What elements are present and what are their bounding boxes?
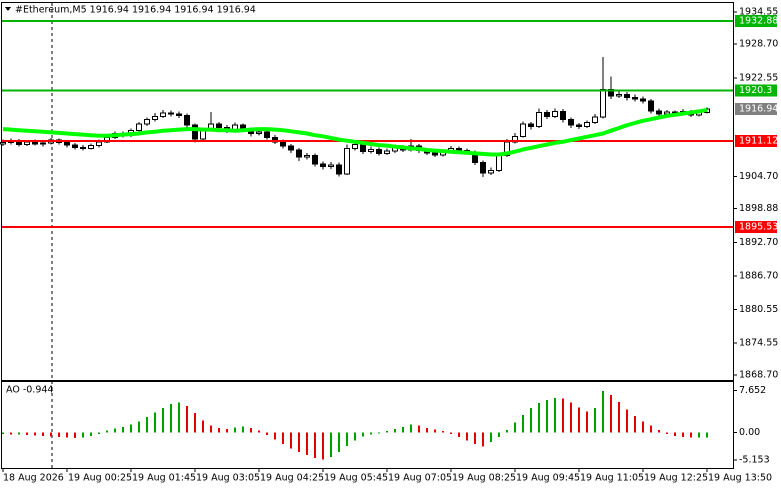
- x-tick-label: 19 Aug 00:25: [68, 473, 132, 484]
- candle-body: [64, 141, 70, 146]
- candle-body: [40, 142, 46, 145]
- candle-body: [592, 116, 598, 123]
- candle-body: [432, 152, 438, 156]
- candle-body: [488, 169, 494, 174]
- candle-body: [552, 110, 558, 117]
- level-label: 1920.3: [739, 85, 772, 96]
- level-label: 1895.53: [739, 222, 778, 233]
- candle-body: [328, 164, 334, 168]
- candle-body: [544, 112, 550, 117]
- candle-body: [72, 144, 78, 148]
- candle-body: [216, 123, 222, 128]
- candle-body: [616, 93, 622, 97]
- candle-body: [584, 121, 590, 127]
- candle-body: [160, 112, 166, 117]
- x-tick-label: 19 Aug 13:50: [708, 473, 772, 484]
- candle-body: [576, 124, 582, 127]
- candle-body: [264, 131, 270, 138]
- y-tick-label: 1892.70: [739, 237, 778, 248]
- x-tick-label: 19 Aug 12:25: [644, 473, 708, 484]
- price-label: 1916.94: [739, 104, 778, 115]
- candle-body: [192, 124, 198, 140]
- candle-body: [24, 141, 30, 146]
- candle-body: [528, 123, 534, 127]
- candle-body: [80, 146, 86, 149]
- candle-body: [312, 155, 318, 165]
- chart-title: #Ethereum,M5 1916.94 1916.94 1916.94 191…: [15, 5, 256, 16]
- candle-body: [624, 93, 630, 99]
- x-tick-label: 19 Aug 01:45: [132, 473, 196, 484]
- x-tick-label: 18 Aug 2026: [3, 473, 64, 484]
- x-tick-label: 19 Aug 11:05: [580, 473, 644, 484]
- candle-body: [632, 97, 638, 100]
- candle-body: [384, 150, 390, 154]
- candle-body: [536, 112, 542, 127]
- candle-body: [336, 164, 342, 175]
- candle-body: [96, 141, 102, 147]
- candle-body: [296, 149, 302, 158]
- x-tick-label: 19 Aug 05:45: [324, 473, 388, 484]
- level-label-box: [735, 135, 777, 148]
- y-tick-label: 1880.55: [739, 304, 778, 315]
- candle-body: [152, 115, 158, 121]
- level-label: 1932.88: [739, 16, 778, 27]
- candle-body: [136, 123, 142, 132]
- candle-body: [288, 145, 294, 151]
- candle-body: [0, 141, 6, 145]
- ao-panel: [1, 381, 734, 469]
- x-tick-label: 19 Aug 07:05: [388, 473, 452, 484]
- x-tick-label: 19 Aug 03:05: [196, 473, 260, 484]
- y-tick-label: 1898.88: [739, 203, 778, 214]
- candle-body: [184, 114, 190, 126]
- candle-body: [360, 144, 366, 153]
- candle-body: [568, 119, 574, 126]
- x-tick-label: 19 Aug 09:45: [516, 473, 580, 484]
- menu-icon: [5, 7, 11, 11]
- candle-body: [176, 113, 182, 116]
- candle-body: [496, 155, 502, 171]
- candle-body: [368, 148, 374, 153]
- candle-body: [256, 131, 262, 134]
- candle-body: [600, 88, 606, 118]
- y-tick-label: 1886.70: [739, 270, 778, 281]
- level-label: 1911.12: [739, 136, 778, 147]
- candle-body: [352, 144, 358, 149]
- candle-body: [280, 141, 286, 147]
- level-label-box: [735, 15, 777, 28]
- price-label-box: [735, 103, 777, 116]
- candle-body: [520, 123, 526, 137]
- y-tick-label: 0.00: [739, 427, 760, 438]
- y-tick-label: 1922.55: [739, 73, 778, 84]
- candle-body: [144, 119, 150, 125]
- candle-body: [320, 163, 326, 168]
- candle-body: [656, 110, 662, 115]
- candle-body: [168, 112, 174, 115]
- x-tick-label: 19 Aug 08:25: [452, 473, 516, 484]
- y-tick-label: 1934.55: [739, 6, 778, 17]
- candle-body: [304, 155, 310, 158]
- y-tick-label: 1928.70: [739, 39, 778, 50]
- ao-title: AO -0.944: [6, 385, 53, 396]
- y-tick-label: 1868.70: [739, 370, 778, 381]
- candle-body: [480, 162, 486, 174]
- candle-body: [344, 147, 350, 175]
- main-panel: [1, 2, 734, 381]
- y-tick-label: 7.652: [739, 385, 766, 396]
- candle-body: [88, 145, 94, 149]
- moving-average: [2, 107, 708, 157]
- candle-body: [608, 88, 614, 97]
- candle-body: [376, 148, 382, 154]
- y-tick-label: -5.153: [739, 455, 770, 466]
- x-tick-label: 19 Aug 04:25: [260, 473, 324, 484]
- candle-body: [648, 100, 654, 112]
- y-tick-label: 1904.70: [739, 171, 778, 182]
- candle-body: [640, 98, 646, 102]
- level-label-box: [735, 84, 777, 97]
- candle-body: [560, 110, 566, 121]
- y-tick-label: 1874.55: [739, 337, 778, 348]
- level-label-box: [735, 221, 777, 234]
